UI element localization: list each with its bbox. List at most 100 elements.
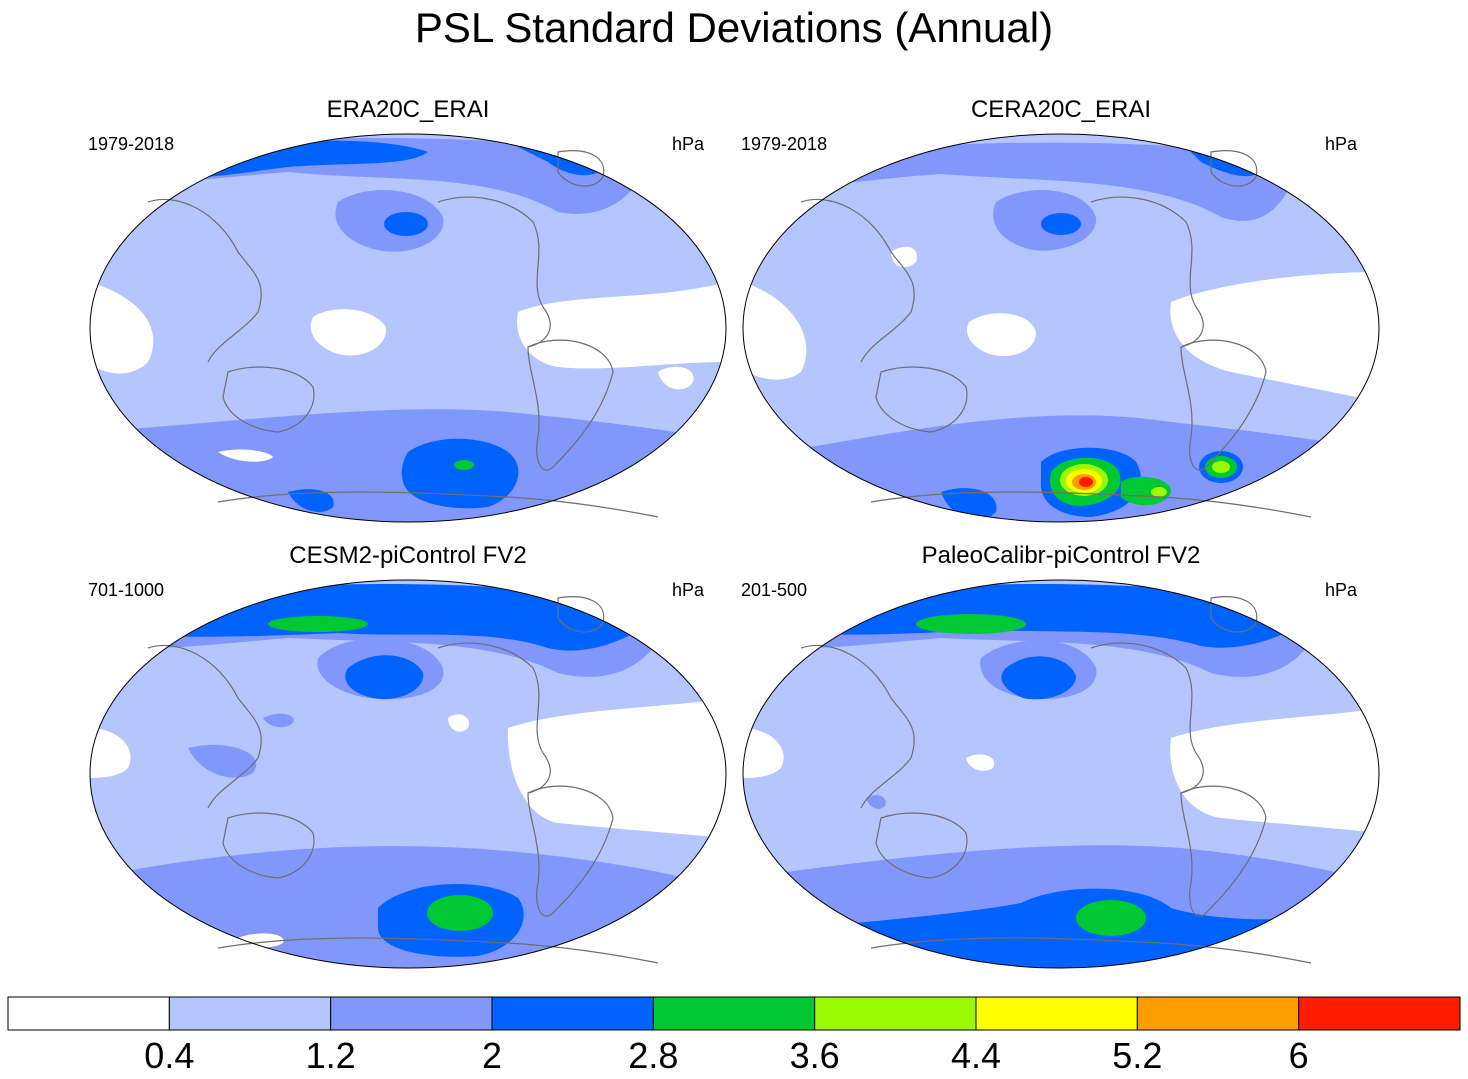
colorbar-labels: 0.4 1.2 2 2.8 3.6 4.4 5.2 6 [144, 1035, 1308, 1076]
coast-australia [875, 812, 968, 879]
region-arctic [821, 142, 1301, 221]
coast-australia [222, 366, 315, 433]
region-tropics-atlantic [1170, 272, 1379, 402]
region-tropics-atlantic [1170, 708, 1379, 833]
panel-title: PaleoCalibr-piControl FV2 [921, 542, 1201, 569]
colorbar-box [7, 996, 170, 1031]
panel-units: hPa [671, 580, 704, 600]
panel-units: hPa [671, 134, 704, 154]
coastlines [800, 150, 1312, 518]
map-outline [89, 133, 727, 523]
coast-antarctica [870, 491, 1312, 518]
region-aleutian-core [1001, 656, 1076, 700]
coast-south-america [527, 339, 614, 471]
colorbar-tick-label: 3.6 [790, 1035, 840, 1076]
region-aleutian-core [345, 655, 424, 700]
colorbar-boxes [7, 996, 1461, 1031]
coast-asia [800, 644, 915, 809]
coast-australia [875, 366, 968, 433]
colorbar-box [652, 996, 816, 1031]
panel-units: hPa [1324, 580, 1357, 600]
region-tropics-pacific-dot [966, 754, 995, 771]
colorbar-tick-label: 5.2 [1112, 1035, 1162, 1076]
region-tropics-indian [90, 728, 131, 778]
panel-paleocalibr: PaleoCalibr-piControl FV2 201-500 hPa [741, 542, 1381, 982]
colorbar: 0.4 1.2 2 2.8 3.6 4.4 5.2 6 [7, 996, 1461, 1076]
coast-asia [800, 198, 915, 363]
colorbar-box [814, 996, 977, 1031]
map-outline [742, 579, 1380, 969]
panel-period: 701-1000 [88, 580, 165, 600]
coast-greenland [557, 596, 605, 633]
coast-north-america [437, 642, 551, 794]
coast-antarctica [870, 937, 1312, 964]
panel-title: CERA20C_ERAI [970, 96, 1152, 123]
region-sh-peak [1076, 900, 1146, 936]
map-era20c [89, 133, 727, 523]
coast-asia [147, 644, 262, 809]
map-cera20c [742, 133, 1380, 523]
region-sa-peak [1212, 461, 1230, 473]
colorbar-box [330, 996, 493, 1031]
coastlines [147, 596, 659, 964]
colorbar-box [1298, 996, 1461, 1031]
panel-era20c: ERA20C_ERAI 1979-2018 hPa [88, 96, 728, 536]
region-sh-white [218, 449, 273, 462]
map-outline [742, 133, 1380, 523]
region-tropics-atlantic [507, 698, 726, 838]
region-tropics-pacific [310, 309, 387, 356]
colorbar-box [168, 996, 332, 1031]
panel-title: ERA20C_ERAI [326, 96, 490, 123]
colorbar-tick-label: 6 [1289, 1035, 1309, 1076]
colorbar-box [491, 996, 654, 1031]
coast-greenland [1210, 150, 1258, 187]
coast-south-america [527, 785, 614, 917]
region-aleutian-core [1041, 213, 1081, 235]
region-sh-red [1079, 477, 1093, 487]
region-sh-core [401, 438, 519, 509]
region-tropics-indian [743, 282, 807, 380]
region-sh-west [866, 795, 886, 809]
region-sh-peak [454, 460, 474, 470]
coast-north-america [1090, 642, 1204, 794]
region-sh-peak [427, 895, 493, 931]
figure-title: PSL Standard Deviations (Annual) [414, 4, 1054, 51]
panel-period: 1979-2018 [741, 134, 828, 154]
colorbar-tick-label: 1.2 [306, 1035, 356, 1076]
colorbar-tick-label: 2 [482, 1035, 502, 1076]
coast-antarctica [217, 937, 659, 964]
region-sh-yg-2 [1151, 487, 1167, 497]
colorbar-box [1136, 996, 1300, 1031]
region-tropics-indian [743, 728, 784, 778]
panel-units: hPa [1324, 134, 1357, 154]
coast-north-america [1090, 196, 1204, 348]
coast-asia [147, 198, 262, 363]
panel-cera20c: CERA20C_ERAI 1979-2018 hPa [741, 96, 1381, 536]
panel-title: CESM2-piControl FV2 [289, 542, 527, 569]
region-tw [263, 713, 294, 728]
panel-period: 1979-2018 [88, 134, 175, 154]
colorbar-box [975, 996, 1138, 1031]
region-tropics-pacific [967, 313, 1036, 356]
coast-south-america [1180, 339, 1267, 471]
coast-greenland [1210, 596, 1258, 633]
coast-greenland [557, 150, 605, 187]
coast-south-america [1180, 785, 1267, 917]
region-nw-pacific-white [891, 246, 917, 268]
region-aleutian-core [384, 212, 428, 236]
region-tropics-pacific-dot [448, 714, 469, 732]
region-tropics-atlantic [517, 282, 726, 369]
map-cesm2 [89, 579, 727, 969]
colorbar-tick-label: 2.8 [628, 1035, 678, 1076]
map-outline [89, 579, 727, 969]
region-tropics-indian [90, 282, 154, 374]
colorbar-tick-label: 4.4 [951, 1035, 1001, 1076]
coastlines [147, 150, 659, 518]
panel-cesm2: CESM2-piControl FV2 701-1000 hPa [88, 542, 728, 982]
coast-north-america [437, 196, 551, 348]
region-sh-green-2 [1121, 476, 1171, 506]
region-arctic-peak [916, 614, 1026, 634]
region-arctic-peak [268, 616, 368, 632]
colorbar-tick-label: 0.4 [144, 1035, 194, 1076]
coast-antarctica [217, 491, 659, 518]
